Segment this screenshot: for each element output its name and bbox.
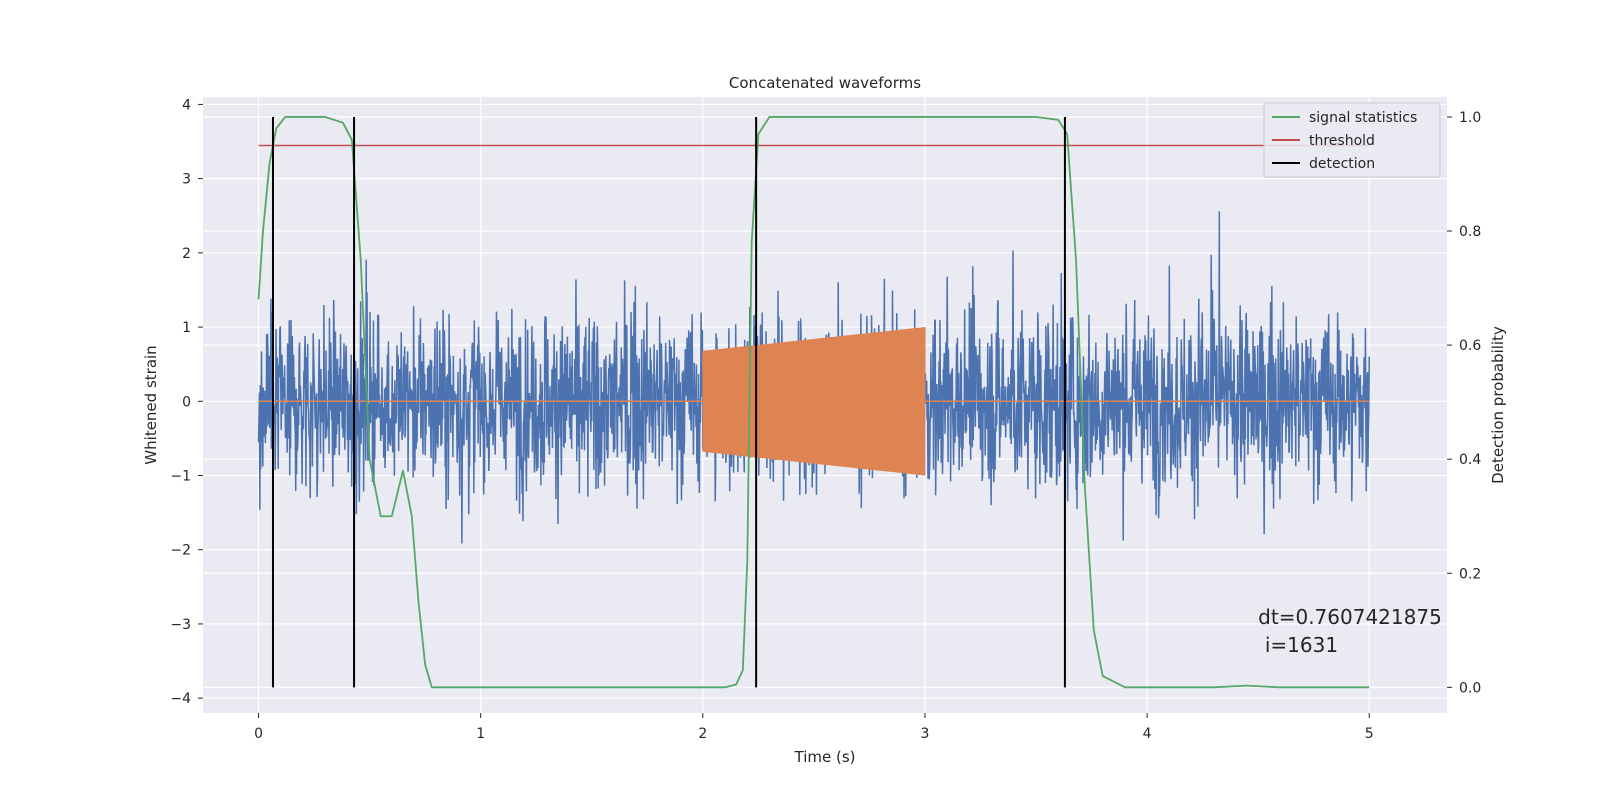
y2-tick-label: 0.8 <box>1459 224 1481 240</box>
x-tick-label: 4 <box>1143 726 1152 742</box>
x-axis-label: Time (s) <box>794 748 856 766</box>
annotations: dt=0.7607421875 i=1631 <box>1258 605 1442 657</box>
annotation-text: i=1631 <box>1265 633 1338 657</box>
noise-series <box>257 211 1370 544</box>
x-tick-label: 0 <box>254 726 263 742</box>
x-tick-label: 3 <box>921 726 930 742</box>
x-tick-label: 1 <box>476 726 485 742</box>
statistics-series <box>257 116 1370 689</box>
y2-tick-label: 0.4 <box>1459 452 1481 468</box>
legend-label: signal statistics <box>1309 110 1417 126</box>
legend-box <box>1263 102 1441 178</box>
y-tick-label: 3 <box>182 172 191 188</box>
y-tick-label: −3 <box>170 617 191 633</box>
y-tick-label: 1 <box>182 320 191 336</box>
y2-tick-label: 1.0 <box>1459 110 1481 126</box>
y2-tick-label: 0.0 <box>1459 680 1481 696</box>
y-tick-label: −4 <box>170 691 191 707</box>
y-tick-label: −2 <box>170 543 191 559</box>
y2-tick-label: 0.6 <box>1459 338 1481 354</box>
x-axis: 0 1 2 3 4 5 <box>254 713 1374 742</box>
x-tick-label: 5 <box>1365 726 1374 742</box>
y-tick-label: −1 <box>170 469 191 485</box>
x-tick-label: 2 <box>698 726 707 742</box>
annotation-text: dt=0.7607421875 <box>1258 605 1442 629</box>
statistics-line <box>257 116 1370 689</box>
y-axis-right: 0.0 0.2 0.4 0.6 0.8 1.0 <box>1447 110 1481 696</box>
y-tick-label: 2 <box>182 246 191 262</box>
legend: signal statistics threshold detection <box>1263 102 1441 178</box>
legend-label: detection <box>1309 156 1375 172</box>
y2-axis-label: Detection probability <box>1489 326 1507 484</box>
injection-line <box>702 327 926 476</box>
injection-series <box>702 327 926 476</box>
y-axis-left: −4 −3 −2 −1 0 1 2 3 4 <box>170 97 203 707</box>
y-tick-label: 0 <box>182 394 191 410</box>
y-axis-label: Whitened strain <box>142 345 160 464</box>
noise-line <box>257 211 1370 544</box>
detection-series <box>271 116 1066 688</box>
chart-title: Concatenated waveforms <box>729 74 921 92</box>
y-tick-label: 4 <box>182 97 191 113</box>
legend-label: threshold <box>1309 133 1375 149</box>
y2-tick-label: 0.2 <box>1459 566 1481 582</box>
